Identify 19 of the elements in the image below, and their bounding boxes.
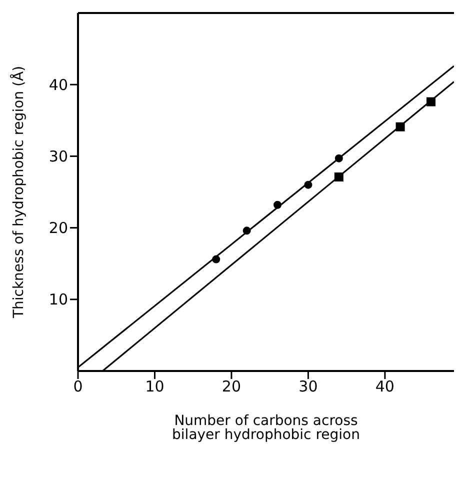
x-axis-title: Number of carbons across bilayer hydrophobic region [172, 412, 360, 443]
point [304, 180, 312, 189]
y-tick-label: 20 [48, 219, 68, 238]
x-tick-label: 30 [298, 378, 318, 396]
x-tick-label: 0 [73, 378, 83, 396]
point [274, 200, 282, 209]
y-tick-label: 10 [48, 290, 68, 309]
point [334, 154, 343, 162]
point [396, 122, 405, 132]
point [212, 255, 220, 264]
y-tick-label: 30 [48, 148, 68, 166]
x-tick-label: 10 [145, 378, 164, 396]
point [242, 226, 251, 235]
x-tick-label: 20 [222, 378, 242, 396]
x-tick-label: 40 [375, 378, 394, 396]
y-axis-title: Thickness of hydrophobic region (Å) [10, 66, 27, 320]
y-tick-label: 40 [48, 76, 68, 94]
point [334, 172, 344, 182]
point [426, 97, 436, 106]
